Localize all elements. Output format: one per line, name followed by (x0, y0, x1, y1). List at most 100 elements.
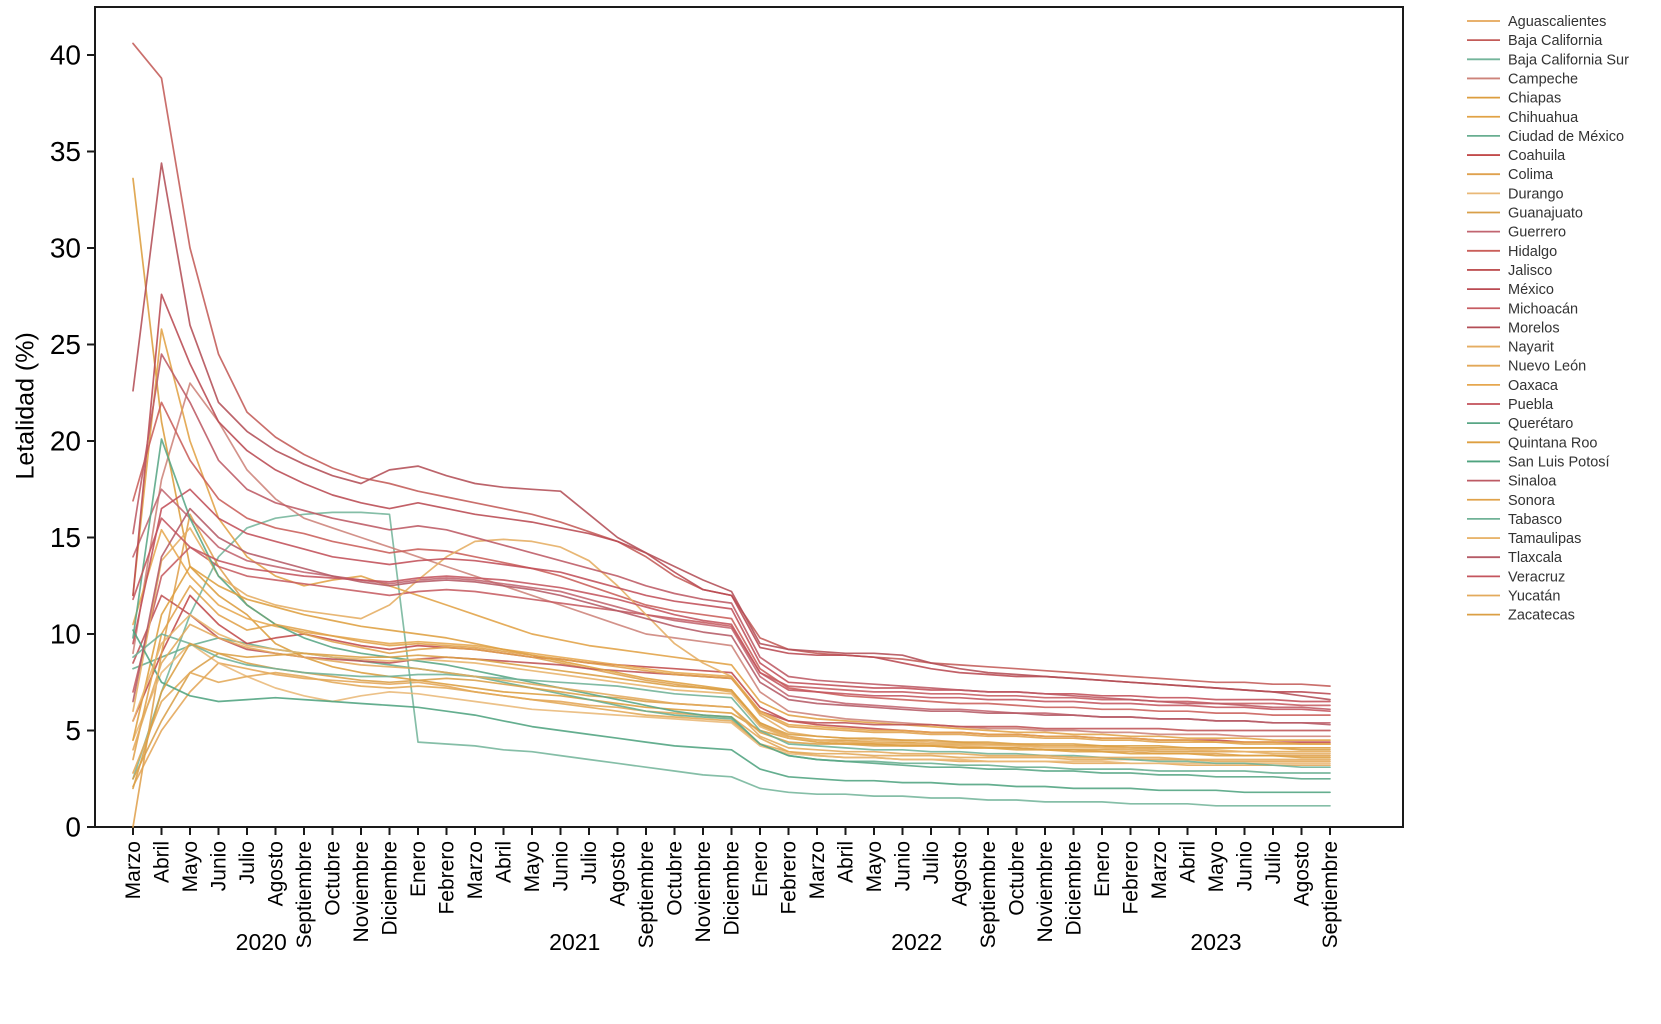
x-tick-label: Abril (1177, 841, 1200, 883)
legend-item: Nuevo León (1467, 359, 1586, 375)
legend-item: Baja California Sur (1467, 52, 1629, 68)
legend-item: Jalisco (1467, 263, 1552, 279)
legend-label: Tamaulipas (1508, 531, 1581, 547)
x-tick-label: Febrero (436, 841, 459, 915)
legend-item: Aguascalientes (1467, 14, 1606, 30)
series-line-quer-taro (132, 438, 1331, 780)
x-tick-label: Julio (920, 841, 943, 884)
legend-label: Sinaloa (1508, 474, 1557, 490)
legend-label: Jalisco (1508, 263, 1552, 279)
legend-item: Tabasco (1467, 512, 1562, 528)
legend-item: San Luis Potosí (1467, 454, 1610, 470)
x-tick-label: Octubre (322, 841, 345, 916)
x-tick-label: Octubre (664, 841, 687, 916)
x-tick-label: Agosto (1291, 841, 1314, 906)
plot-frame (94, 6, 1404, 828)
x-tick-label: Noviembre (350, 841, 373, 943)
legend-label: Oaxaca (1508, 378, 1559, 394)
legend-label: Sonora (1508, 493, 1556, 509)
legend-label: San Luis Potosí (1508, 454, 1610, 470)
x-tick-label: Noviembre (692, 841, 715, 943)
series-line-tabasco (132, 633, 1331, 769)
y-tick-label: 20 (50, 426, 81, 457)
legend-label: Hidalgo (1508, 244, 1557, 260)
x-tick-label: Marzo (122, 841, 145, 899)
x-tick-label: Noviembre (1034, 841, 1057, 943)
y-tick-label: 10 (50, 619, 81, 650)
x-tick-label: Febrero (1120, 841, 1143, 915)
legend-label: Durango (1508, 186, 1564, 202)
legend-item: Quintana Roo (1467, 435, 1597, 451)
year-label: 2021 (549, 929, 600, 955)
legend-label: Morelos (1508, 320, 1560, 336)
legend-item: Michoacán (1467, 301, 1578, 317)
series-line-colima (132, 513, 1331, 828)
x-tick-label: Septiembre (635, 841, 658, 948)
y-tick-label: 5 (65, 715, 81, 746)
x-tick-label: Mayo (863, 841, 886, 892)
x-tick-label: Febrero (778, 841, 801, 915)
year-label: 2023 (1190, 929, 1241, 955)
legend-label: Colima (1508, 167, 1554, 183)
legend-item: Ciudad de México (1467, 129, 1624, 145)
x-tick-label: Diciembre (379, 841, 402, 936)
legend-label: Michoacán (1508, 301, 1578, 317)
x-tick-label: Agosto (949, 841, 972, 906)
series-line-sinaloa (132, 353, 1331, 711)
x-tick-label: Mayo (179, 841, 202, 892)
legend-label: Aguascalientes (1508, 14, 1606, 30)
x-tick-label: Abril (493, 841, 516, 883)
x-tick-label: Agosto (265, 841, 288, 906)
y-tick-label: 40 (50, 40, 81, 71)
legend-label: Campeche (1508, 71, 1578, 87)
series-line-tlaxcala (132, 507, 1331, 726)
x-tick-label: Mayo (1205, 841, 1228, 892)
y-axis-label: Letalidad (%) (11, 332, 40, 480)
legend-item: Guerrero (1467, 225, 1566, 241)
x-tick-label: Julio (236, 841, 259, 884)
y-tick-label: 25 (50, 329, 81, 360)
x-tick-label: Abril (835, 841, 858, 883)
x-tick-label: Junio (550, 841, 573, 891)
legend-label: México (1508, 282, 1554, 298)
legend-item: Coahuila (1467, 148, 1566, 164)
x-tick-label: Junio (892, 841, 915, 891)
legend-item: Durango (1467, 186, 1564, 202)
x-tick-label: Septiembre (977, 841, 1000, 948)
year-label: 2022 (891, 929, 942, 955)
legend-item: Colima (1467, 167, 1554, 183)
x-tick-label: Mayo (521, 841, 544, 892)
series-line-san-luis-potos- (132, 629, 1331, 794)
legend-item: Nayarit (1467, 340, 1554, 356)
legend-item: Yucatán (1467, 589, 1560, 605)
y-tick-label: 15 (50, 522, 81, 553)
legend-item: Oaxaca (1467, 378, 1559, 394)
x-tick-label: Marzo (1148, 841, 1171, 899)
x-tick-label: Septiembre (293, 841, 316, 948)
legend-item: Sonora (1467, 493, 1556, 509)
x-tick-label: Abril (151, 841, 174, 883)
series-line-yucat-n (132, 623, 1331, 761)
legend-label: Yucatán (1508, 589, 1560, 605)
legend-label: Puebla (1508, 397, 1554, 413)
legend-item: Guanajuato (1467, 206, 1583, 222)
legend: Aguascalientes Baja California Baja Califo… (1467, 14, 1629, 624)
x-tick-label: Junio (1234, 841, 1257, 891)
series-line-hidalgo (132, 401, 1331, 716)
x-tick-label: Marzo (464, 841, 487, 899)
legend-label: Zacatecas (1508, 608, 1575, 624)
legend-label: Guanajuato (1508, 206, 1583, 222)
legend-label: Quintana Roo (1508, 435, 1597, 451)
legend-item: Chihuahua (1467, 110, 1579, 126)
legend-item: Hidalgo (1467, 244, 1557, 260)
series-line-sonora (132, 584, 1331, 761)
x-tick-label: Diciembre (1063, 841, 1086, 936)
legend-item: Chiapas (1467, 91, 1561, 107)
legend-label: Chihuahua (1508, 110, 1579, 126)
legend-label: Ciudad de México (1508, 129, 1624, 145)
series-line-chihuahua (132, 328, 1331, 741)
series-line-zacatecas (132, 642, 1331, 790)
legend-item: Campeche (1467, 71, 1578, 87)
